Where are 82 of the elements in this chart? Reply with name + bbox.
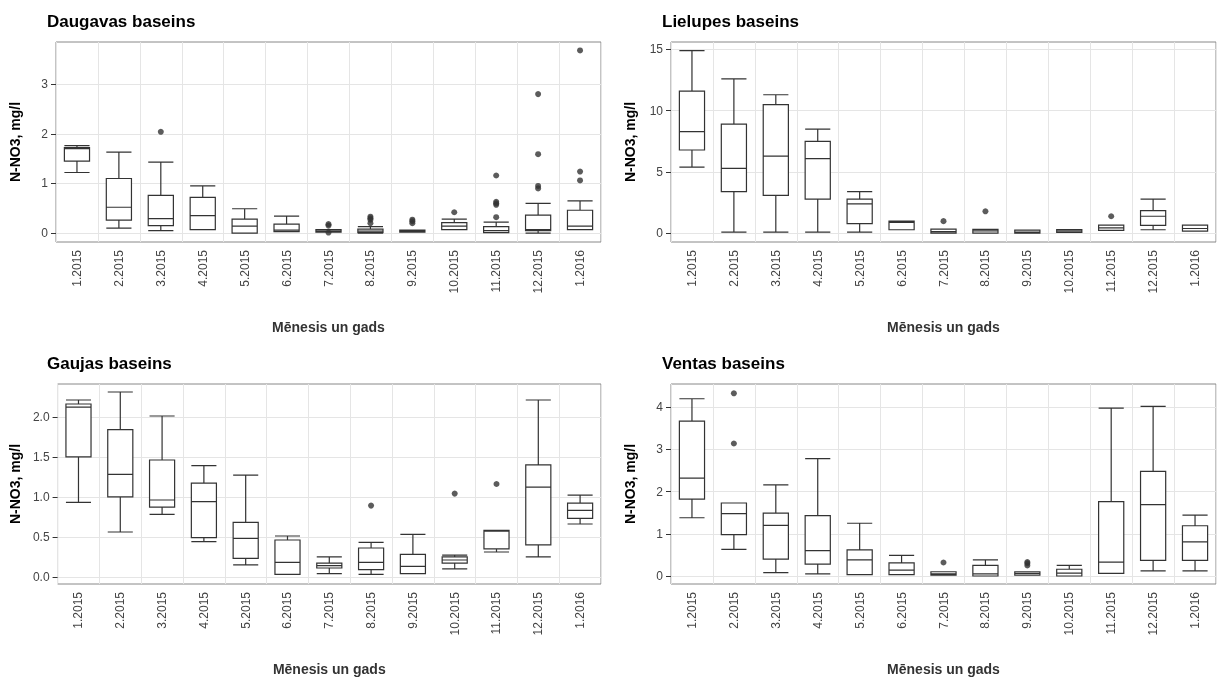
x-tick-label: 4.2015 xyxy=(195,249,210,287)
y-tick-label: 1 xyxy=(656,526,664,541)
x-tick-label: 9.2015 xyxy=(405,591,420,629)
y-tick-label: 5 xyxy=(656,165,664,180)
x-tick-label: 10.2015 xyxy=(447,591,462,636)
x-tick-label: 5.2015 xyxy=(237,249,252,287)
x-tick-label: 12.2015 xyxy=(531,591,546,636)
x-tick-label: 12.2015 xyxy=(1146,591,1161,636)
y-tick-label: 1 xyxy=(41,176,49,191)
y-tick-label: 1.5 xyxy=(32,449,50,464)
x-tick-label: 6.2015 xyxy=(280,591,295,629)
x-axis-title: Mēnesis un gads xyxy=(272,661,386,677)
x-tick-label: 9.2015 xyxy=(405,249,420,287)
y-tick-label: 15 xyxy=(649,42,664,57)
x-axis-title: Mēnesis un gads xyxy=(887,661,1001,677)
x-tick-label: 5.2015 xyxy=(852,591,867,629)
x-tick-label: 2.2015 xyxy=(113,591,128,629)
y-tick-label: 3 xyxy=(656,442,664,457)
chart-title: Lielupes baseins xyxy=(662,12,799,31)
y-tick-label: 0.0 xyxy=(32,569,50,584)
y-tick-label: 1.0 xyxy=(32,489,50,504)
x-tick-label: 9.2015 xyxy=(1020,591,1035,629)
x-tick-label: 4.2015 xyxy=(810,591,825,629)
y-tick-label: 2 xyxy=(41,126,49,141)
x-tick-label: 11.2015 xyxy=(1104,249,1119,293)
chart-title: Ventas baseins xyxy=(662,354,785,373)
x-tick-label: 6.2015 xyxy=(894,249,909,287)
x-tick-label: 5.2015 xyxy=(238,591,253,629)
x-tick-label: 3.2015 xyxy=(768,249,783,287)
x-tick-label: 12.2015 xyxy=(1146,249,1161,294)
x-tick-label: 3.2015 xyxy=(768,591,783,629)
x-tick-label: 7.2015 xyxy=(321,249,336,287)
y-tick-label: 0.5 xyxy=(32,529,50,544)
x-tick-label: 1.2016 xyxy=(1188,591,1203,629)
y-tick-label: 3 xyxy=(41,77,49,92)
x-axis-title: Mēnesis un gads xyxy=(887,319,1001,335)
x-tick-label: 7.2015 xyxy=(322,591,337,629)
x-tick-label: 2.2015 xyxy=(111,249,126,287)
y-axis-title: N-NO3, mg/l xyxy=(622,443,638,525)
x-tick-label: 1.2015 xyxy=(684,249,699,287)
x-tick-label: 4.2015 xyxy=(810,249,825,287)
x-tick-label: 8.2015 xyxy=(978,591,993,629)
x-tick-label: 1.2015 xyxy=(71,591,86,629)
y-tick-label: 10 xyxy=(649,103,664,118)
x-tick-label: 1.2016 xyxy=(573,591,588,629)
y-tick-label: 0 xyxy=(656,568,664,583)
x-tick-label: 2.2015 xyxy=(726,591,741,629)
x-tick-label: 10.2015 xyxy=(1062,249,1077,294)
y-axis-title: N-NO3, mg/l xyxy=(7,101,23,183)
x-tick-label: 3.2015 xyxy=(153,249,168,287)
x-tick-label: 8.2015 xyxy=(364,591,379,629)
x-tick-label: 1.2015 xyxy=(69,249,84,287)
x-tick-label: 5.2015 xyxy=(852,249,867,287)
x-tick-label: 7.2015 xyxy=(936,249,951,287)
x-tick-label: 6.2015 xyxy=(894,591,909,629)
y-tick-label: 0 xyxy=(41,226,49,241)
x-tick-label: 10.2015 xyxy=(1062,591,1077,636)
x-tick-label: 1.2016 xyxy=(1188,249,1203,287)
x-tick-label: 11.2015 xyxy=(489,591,504,635)
chart-title: Daugavas baseins xyxy=(47,12,196,31)
x-tick-label: 7.2015 xyxy=(936,591,951,629)
y-axis-title: N-NO3, mg/l xyxy=(7,443,23,525)
x-tick-label: 1.2015 xyxy=(684,591,699,629)
x-tick-label: 6.2015 xyxy=(279,249,294,287)
x-tick-label: 4.2015 xyxy=(196,591,211,629)
y-tick-label: 0 xyxy=(656,226,664,241)
x-tick-label: 11.2015 xyxy=(489,249,504,293)
x-tick-label: 11.2015 xyxy=(1104,591,1119,635)
x-tick-label: 1.2016 xyxy=(573,249,588,287)
x-axis-title: Mēnesis un gads xyxy=(272,319,386,335)
x-tick-label: 8.2015 xyxy=(363,249,378,287)
x-tick-label: 12.2015 xyxy=(531,249,546,294)
x-tick-label: 8.2015 xyxy=(978,249,993,287)
y-tick-label: 4 xyxy=(656,400,664,415)
y-axis-title: N-NO3, mg/l xyxy=(622,101,638,183)
x-tick-label: 3.2015 xyxy=(155,591,170,629)
x-tick-label: 2.2015 xyxy=(726,249,741,287)
y-tick-label: 2.0 xyxy=(32,409,50,424)
y-tick-label: 2 xyxy=(656,484,664,499)
x-tick-label: 10.2015 xyxy=(447,249,462,294)
chart-title: Gaujas baseins xyxy=(47,354,172,373)
x-tick-label: 9.2015 xyxy=(1020,249,1035,287)
